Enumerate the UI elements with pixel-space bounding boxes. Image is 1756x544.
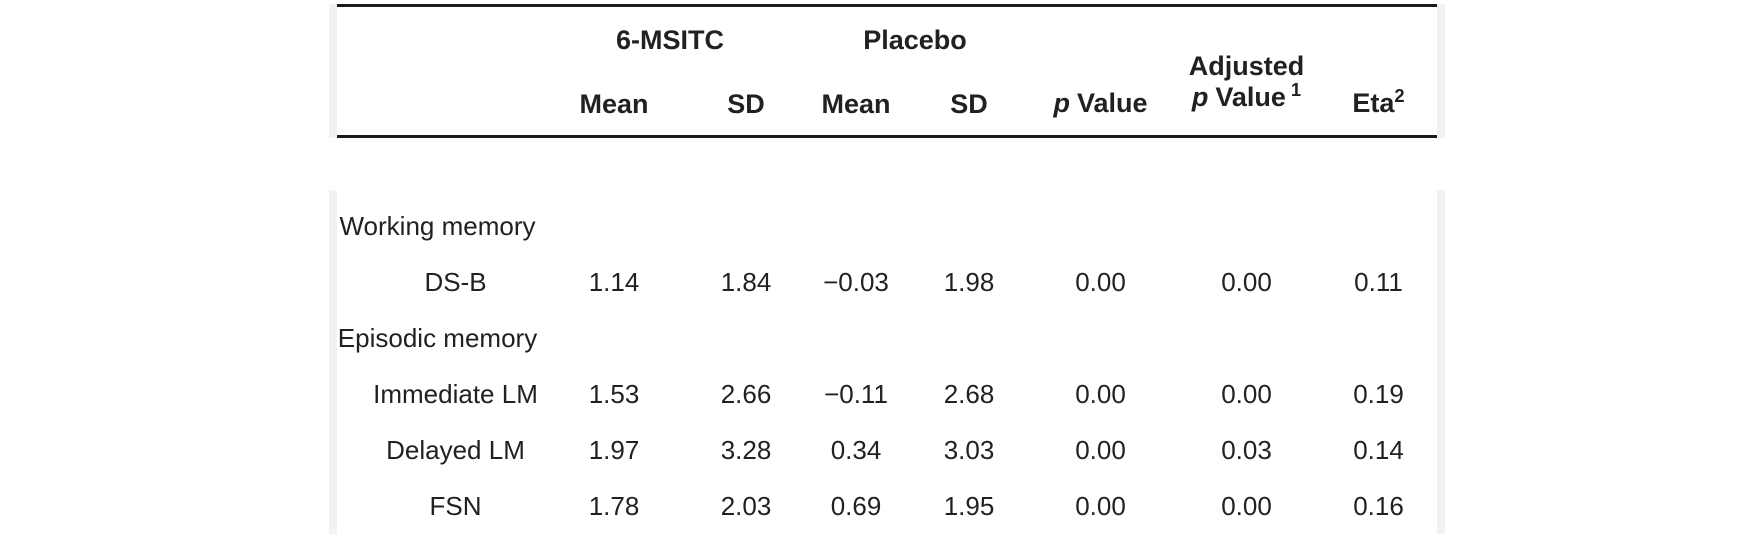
cell [1173, 310, 1320, 366]
cell-mean-placebo: −0.11 [824, 378, 888, 409]
adjusted-line: Adjusted [1188, 51, 1305, 81]
cell [1320, 310, 1437, 366]
column-header-eta-squared: Eta2 [1320, 6, 1437, 137]
p-symbol: p [1191, 82, 1209, 112]
cell-eta-squared: 0.14 [1353, 434, 1404, 465]
results-table: 6-MSITC Placebo p Value Adjusted p Value 1 … [329, 4, 1445, 534]
table-row-working-memory: Working memory [337, 198, 1437, 254]
body-table: Working memory DS-B 1.14 1.84 −0.03 1.98… [337, 198, 1437, 534]
cell-mean-6msitc: 1.53 [588, 378, 640, 409]
cell [690, 310, 802, 366]
cell-sd-6msitc: 2.66 [720, 378, 772, 409]
table-row-dsb: DS-B 1.14 1.84 −0.03 1.98 0.00 0.00 0.11 [337, 254, 1437, 310]
eta-exponent: 2 [1394, 85, 1405, 106]
table-row-delayed-lm: Delayed LM 1.97 3.28 0.34 3.03 0.00 0.03… [337, 422, 1437, 478]
cell-adjusted-p-value: 0.03 [1221, 434, 1272, 465]
cell [910, 310, 1028, 366]
column-header-mean-6msitc: Mean [579, 88, 649, 119]
column-header-sd-6msitc: SD [727, 88, 765, 119]
cell-adjusted-p-value: 0.00 [1221, 490, 1272, 521]
row-label: DS-B [424, 266, 487, 297]
group-header-placebo: Placebo [863, 24, 967, 55]
stat-header-row: Mean SD Mean SD [337, 74, 1437, 137]
cell [690, 198, 802, 254]
row-label: Delayed LM [386, 434, 525, 465]
row-label-header-empty [337, 6, 538, 137]
footnote-marker-1: 1 [1290, 79, 1302, 100]
section-label: Working memory [339, 210, 536, 241]
cell-mean-6msitc: 1.78 [588, 490, 640, 521]
cell-mean-placebo: −0.03 [823, 266, 889, 297]
cell-eta-squared: 0.16 [1353, 490, 1404, 521]
cell-mean-6msitc: 1.97 [588, 434, 640, 465]
cell [538, 198, 690, 254]
eta-word: Eta [1352, 88, 1395, 118]
cell-mean-placebo: 0.34 [830, 434, 882, 465]
header-body-gap [329, 138, 1445, 190]
cell-p-value: 0.00 [1075, 434, 1126, 465]
cell-mean-6msitc: 1.14 [588, 266, 640, 297]
group-header-6msitc: 6-MSITC [616, 24, 724, 55]
cell-sd-placebo: 1.98 [943, 266, 995, 297]
p-symbol: p [1053, 88, 1070, 118]
header-table: 6-MSITC Placebo p Value Adjusted p Value 1 … [337, 4, 1438, 138]
cell-eta-squared: 0.11 [1354, 266, 1403, 297]
cell-sd-6msitc: 2.03 [720, 490, 772, 521]
cell-sd-6msitc: 3.28 [720, 434, 772, 465]
cell-p-value: 0.00 [1075, 266, 1126, 297]
row-label: Immediate LM [373, 378, 538, 409]
cell-adjusted-p-value: 0.00 [1221, 266, 1272, 297]
cell-sd-6msitc: 1.84 [720, 266, 772, 297]
column-header-p-value: p Value [1028, 6, 1173, 137]
table-row-immediate-lm: Immediate LM 1.53 2.66 −0.11 2.68 0.00 0… [337, 366, 1437, 422]
cell [910, 198, 1028, 254]
cell [802, 198, 910, 254]
table-header-section: 6-MSITC Placebo p Value Adjusted p Value 1 … [329, 4, 1445, 138]
cell-sd-placebo: 3.03 [943, 434, 995, 465]
group-header-row: 6-MSITC Placebo p Value Adjusted p Value 1 … [337, 6, 1437, 118]
p-value-word: Value [1076, 88, 1148, 118]
table-row-episodic-memory: Episodic memory [337, 310, 1437, 366]
section-label: Episodic memory [337, 322, 538, 353]
column-header-mean-placebo: Mean [821, 88, 891, 119]
cell [1028, 198, 1173, 254]
cell-sd-placebo: 1.95 [943, 490, 995, 521]
column-header-adjusted-p-value: Adjusted p Value 1 [1173, 6, 1320, 137]
cell [538, 310, 690, 366]
cell-p-value: 0.00 [1075, 378, 1126, 409]
row-label: FSN [429, 490, 482, 521]
table-row-fsn: FSN 1.78 2.03 0.69 1.95 0.00 0.00 0.16 [337, 478, 1437, 534]
cell-mean-placebo: 0.69 [830, 490, 882, 521]
adjusted-p-value-line: p Value 1 [1173, 79, 1320, 113]
cell [802, 310, 910, 366]
cell [1028, 310, 1173, 366]
column-header-sd-placebo: SD [950, 88, 988, 119]
cell [1173, 198, 1320, 254]
p-value-word: Value [1215, 82, 1286, 112]
table-body-section: Working memory DS-B 1.14 1.84 −0.03 1.98… [329, 190, 1445, 534]
cell [1320, 198, 1437, 254]
cell-adjusted-p-value: 0.00 [1221, 378, 1272, 409]
cell-eta-squared: 0.19 [1353, 378, 1404, 409]
cell-p-value: 0.00 [1075, 490, 1126, 521]
cell-sd-placebo: 2.68 [943, 378, 995, 409]
